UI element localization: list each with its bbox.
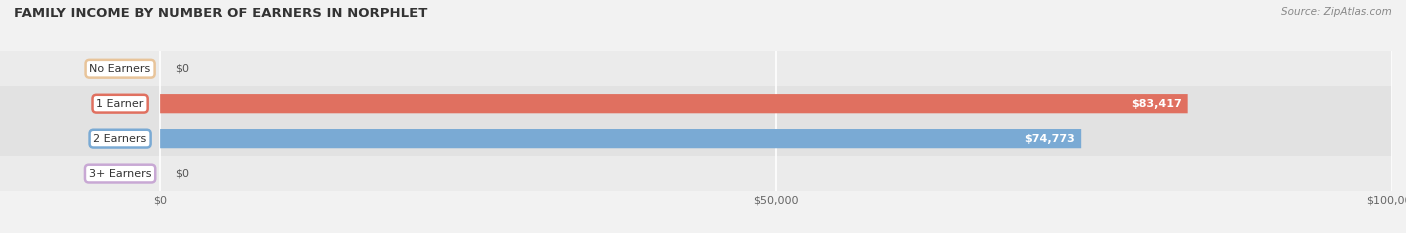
FancyBboxPatch shape (0, 156, 1392, 191)
Text: 1 Earner: 1 Earner (97, 99, 143, 109)
FancyBboxPatch shape (160, 129, 1081, 148)
FancyBboxPatch shape (0, 51, 1392, 86)
FancyBboxPatch shape (0, 86, 1392, 121)
Text: 2 Earners: 2 Earners (93, 134, 146, 144)
Text: 3+ Earners: 3+ Earners (89, 169, 152, 178)
FancyBboxPatch shape (160, 94, 1188, 113)
Text: FAMILY INCOME BY NUMBER OF EARNERS IN NORPHLET: FAMILY INCOME BY NUMBER OF EARNERS IN NO… (14, 7, 427, 20)
Text: $83,417: $83,417 (1130, 99, 1181, 109)
FancyBboxPatch shape (0, 121, 1392, 156)
Text: $74,773: $74,773 (1025, 134, 1076, 144)
Text: No Earners: No Earners (90, 64, 150, 74)
Text: $0: $0 (174, 169, 188, 178)
Text: Source: ZipAtlas.com: Source: ZipAtlas.com (1281, 7, 1392, 17)
Text: $0: $0 (174, 64, 188, 74)
